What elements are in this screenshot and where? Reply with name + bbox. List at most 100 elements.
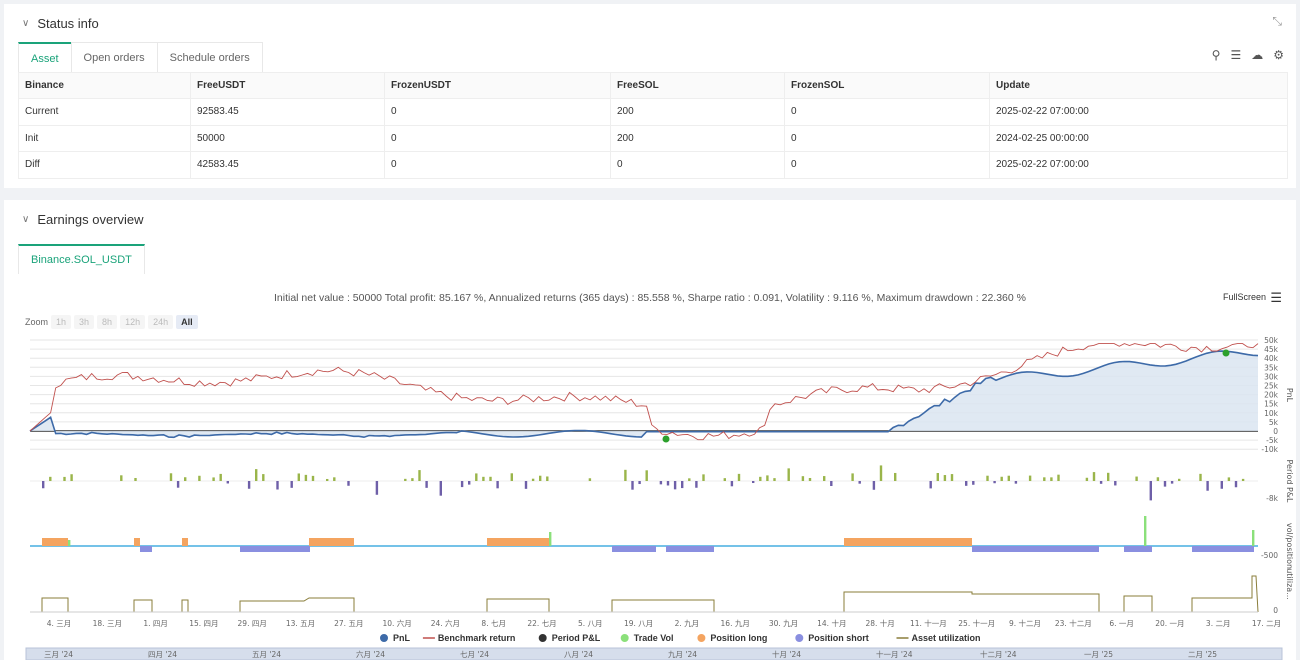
list-icon[interactable]: ☰	[1230, 48, 1242, 62]
x-tick-label: 19. 八月	[624, 619, 653, 628]
period-bar	[475, 473, 478, 481]
benchmark-line	[29, 343, 1259, 441]
x-tick-label: 23. 十二月	[1055, 618, 1092, 628]
legend-marker	[538, 634, 547, 642]
period-bar	[404, 478, 407, 481]
search-icon[interactable]: ⚲	[1211, 48, 1221, 62]
earnings-overview-header[interactable]: ∨ Earnings overview	[22, 212, 144, 227]
legend-item[interactable]: Period P&L	[552, 633, 601, 643]
navigator-tick: 十二月 '24	[980, 649, 1017, 659]
cloud-download-icon[interactable]: ☁	[1251, 48, 1264, 62]
tab-open-orders[interactable]: Open orders	[70, 42, 158, 72]
x-tick-label: 15. 四月	[189, 619, 218, 628]
legend-item[interactable]: PnL	[393, 633, 411, 643]
table-cell: 0	[384, 151, 611, 179]
chevron-down-icon[interactable]: ∨	[22, 18, 30, 29]
navigator-bar[interactable]: 三月 '24 四月 '24 五月 '24 六月 '24 七月 '24 八月 '24 九月 '…	[25, 647, 1283, 660]
position-long-block	[134, 538, 140, 546]
trade-vol-bar	[68, 540, 71, 546]
legend-item[interactable]: Asset utilization	[912, 633, 981, 643]
trade-vol-bar	[1252, 530, 1255, 546]
asset-table: Binance FreeUSDT FrozenUSDT FreeSOL Froz…	[18, 72, 1288, 179]
period-bar	[169, 473, 173, 481]
period-bar	[638, 481, 641, 485]
period-bar	[460, 481, 464, 488]
hamburger-menu-icon[interactable]: ☰	[1270, 290, 1282, 305]
period-bar	[801, 476, 805, 481]
period-bar	[1028, 475, 1032, 481]
chevron-down-icon[interactable]: ∨	[22, 214, 30, 225]
navigator-tick: 五月 '24	[252, 650, 281, 659]
x-tick-label: 17. 二月	[1252, 619, 1281, 628]
column-header: FreeUSDT	[190, 72, 385, 99]
x-tick-label: 20. 一月	[1155, 619, 1184, 628]
collapse-icon[interactable]: ⤡	[1272, 14, 1282, 28]
column-header: FrozenSOL	[784, 72, 990, 99]
zoom-all-button[interactable]: All	[176, 315, 198, 329]
period-bar	[752, 481, 755, 484]
utilization-line	[30, 575, 1259, 613]
period-bar	[1007, 475, 1010, 481]
x-tick-label: 11. 十一月	[910, 618, 947, 628]
position-long-block	[844, 538, 972, 546]
legend-marker	[620, 634, 629, 642]
period-bar	[1199, 473, 1202, 481]
position-short-block	[140, 546, 152, 552]
panel-axis-label: 0	[1273, 606, 1278, 615]
x-tick-label: 16. 九月	[721, 619, 750, 628]
period-bar	[659, 481, 663, 485]
column-header: Update	[989, 72, 1288, 99]
chart-legend[interactable]: PnL Benchmark return Period P&L Trade Vol Po…	[380, 633, 981, 643]
legend-item[interactable]: Position short	[808, 633, 869, 643]
period-bar	[631, 481, 634, 490]
zoom-8h-button[interactable]: 8h	[97, 315, 118, 329]
x-tick-label: 4. 三月	[47, 619, 72, 628]
navigator-tick: 十月 '24	[772, 649, 801, 659]
period-bar	[255, 469, 258, 481]
period-bar	[666, 481, 670, 486]
y-tick-label: -5k	[1266, 436, 1278, 445]
navigator-tick: 七月 '24	[460, 650, 489, 659]
fullscreen-button[interactable]: FullScreen	[1222, 292, 1266, 302]
status-info-header[interactable]: ∨ Status info	[22, 16, 99, 31]
period-bar	[276, 481, 279, 490]
legend-item[interactable]: Position long	[710, 633, 767, 643]
panel-label: utiliza...	[1285, 568, 1294, 600]
position-long-block	[487, 538, 549, 546]
period-bar	[986, 475, 989, 481]
trade-marker	[1222, 349, 1230, 357]
zoom-12h-button[interactable]: 12h	[120, 315, 146, 329]
x-tick-label: 2. 九月	[675, 619, 700, 628]
zoom-3h-button[interactable]: 3h	[74, 315, 95, 329]
y-tick-label: -10k	[1261, 445, 1278, 454]
period-bar	[830, 481, 833, 487]
period-bar	[425, 481, 428, 488]
period-bar	[872, 481, 876, 490]
y-tick-label: 25k	[1264, 382, 1279, 391]
period-bar	[624, 469, 627, 481]
gear-icon[interactable]: ⚙	[1273, 48, 1284, 62]
period-bar	[297, 473, 300, 481]
zoom-24h-button[interactable]: 24h	[148, 315, 174, 329]
period-bar	[1170, 481, 1174, 484]
table-cell: 200	[610, 98, 785, 126]
period-bar	[879, 465, 883, 481]
trade-vol-bar	[549, 532, 552, 546]
table-cell: 2024-02-25 00:00:00	[989, 124, 1288, 152]
legend-item[interactable]: Benchmark return	[438, 633, 516, 643]
period-bar	[773, 478, 776, 481]
tab-schedule-orders[interactable]: Schedule orders	[156, 42, 263, 72]
tab-binance-sol-usdt[interactable]: Binance.SOL_USDT	[18, 244, 145, 274]
vol-position-panel	[30, 516, 1258, 552]
position-short-block	[612, 546, 656, 552]
tab-asset[interactable]: Asset	[18, 42, 72, 72]
navigator-tick: 四月 '24	[148, 650, 177, 659]
panel-label: PnL	[1285, 388, 1294, 403]
position-short-block	[1124, 546, 1152, 552]
zoom-1h-button[interactable]: 1h	[51, 315, 72, 329]
column-header: FrozenUSDT	[384, 72, 611, 99]
period-bar	[546, 476, 549, 481]
legend-item[interactable]: Trade Vol	[634, 633, 674, 643]
table-cell: 0	[384, 98, 611, 126]
